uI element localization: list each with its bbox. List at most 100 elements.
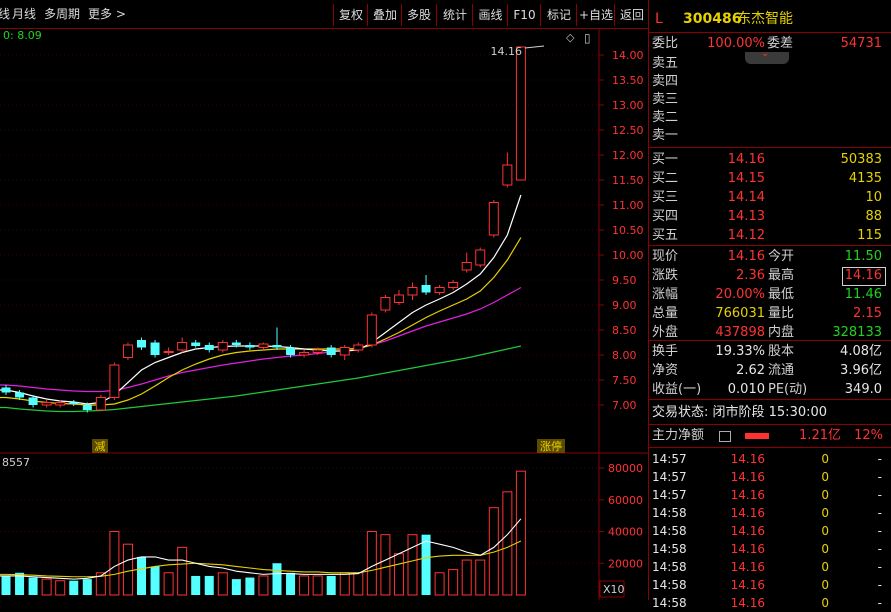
volume-ma-white-line (0, 518, 522, 580)
weibi-label: 委比 (652, 36, 679, 51)
volume-unit-box (599, 580, 625, 598)
buy-row: 买二 14.15 4135 (649, 170, 891, 188)
tick-volume: 0 (821, 596, 829, 610)
buy-label: 买二 (652, 171, 679, 186)
quote-row: 外盘 437898 内盘 328133 (649, 324, 891, 342)
candle-body (448, 282, 459, 288)
volume-bar (434, 572, 445, 596)
price-axis-label: 13.00 (612, 99, 644, 112)
quote-label: 现价 (652, 249, 679, 264)
volume-bar (326, 575, 336, 595)
tick-volume: 0 (821, 506, 829, 520)
weicha-value: 54731 (840, 36, 882, 51)
expand-icon[interactable]: ▯ (584, 31, 591, 45)
candle-body (1, 387, 11, 393)
ma-white-line (0, 194, 522, 405)
volume-bar (353, 572, 364, 596)
candle-body (150, 342, 160, 355)
stat-value-2: 3.96亿 (840, 363, 882, 378)
volume-bar (217, 572, 228, 596)
tick-row: 14:57 14.16 0 - (649, 450, 891, 468)
period-monthly-tab[interactable]: 月线 (12, 7, 37, 21)
price-axis-label: 9.00 (612, 299, 637, 312)
candle-body (461, 262, 472, 271)
sell5-label: 卖五 (652, 56, 679, 71)
overlay-button[interactable]: 叠加 (367, 4, 402, 26)
volume-bar (366, 531, 377, 596)
chart-toolbar: 日线 月线 多周期 更多 > 复权 叠加 多股 统计 画线 F10 标记 +自选… (0, 0, 648, 29)
tick-row: 14:58 14.16 0 - (649, 558, 891, 576)
tick-time: 14:58 (652, 560, 687, 574)
tick-price: 14.16 (730, 578, 765, 592)
stat-label: 收益(一) (652, 382, 702, 397)
quote-row: 总量 766031 量比 2.15 (649, 305, 891, 323)
volume-bar (421, 534, 431, 595)
volume-bar (204, 575, 214, 595)
kline-chart-area[interactable]: 14.00 13.50 13.00 12.50 12.00 11.50 11.00 10.50… (0, 29, 648, 600)
tick-price: 14.16 (730, 452, 765, 466)
quote-label: 涨跌 (652, 268, 679, 283)
tick-side: - (877, 506, 882, 520)
candle-body (204, 345, 214, 350)
main-net-label: 主力净额 (652, 428, 705, 443)
candle-body (272, 345, 282, 348)
quote-label: 涨幅 (652, 287, 679, 302)
tick-price: 14.16 (730, 524, 765, 538)
back-button[interactable]: 返回 (614, 4, 649, 26)
volume-bar (245, 577, 255, 595)
adjust-button[interactable]: 复权 (333, 4, 368, 26)
ma-readout: 0: 8.09 (3, 29, 42, 42)
market-icon: L (655, 11, 663, 27)
volume-bar (475, 559, 486, 596)
price-axis-label: 10.00 (612, 249, 644, 262)
multi-period-tab[interactable]: 多周期 (44, 7, 81, 21)
volume-axis-label: 60000 (608, 494, 643, 507)
tick-price: 14.16 (730, 596, 765, 610)
quote-value: 766031 (715, 306, 765, 321)
quote-value: 437898 (715, 325, 765, 340)
tick-time: 14:58 (652, 542, 687, 556)
more-menu[interactable]: 更多 > (88, 7, 126, 21)
f10-button[interactable]: F10 (507, 4, 541, 26)
volume-bar (286, 572, 296, 595)
tick-time: 14:57 (652, 488, 687, 502)
buy-label: 买四 (652, 209, 679, 224)
tick-time: 14:58 (652, 578, 687, 592)
buy-price: 14.12 (727, 228, 765, 243)
buy-row: 买一 14.16 50383 (649, 151, 891, 169)
tick-row: 14:58 14.16 0 - (649, 576, 891, 594)
diamond-icon[interactable]: ◇ (566, 31, 575, 44)
multi-stock-button[interactable]: 多股 (401, 4, 436, 26)
collapse-handle[interactable]: ⌄ (745, 48, 789, 64)
candle-body (245, 345, 255, 348)
candle-body (299, 352, 310, 356)
draw-line-button[interactable]: 画线 (472, 4, 508, 26)
tick-row: 14:57 14.16 0 - (649, 486, 891, 504)
volume-bar (312, 575, 323, 596)
mark-button[interactable]: 标记 (540, 4, 577, 26)
quote-row: 涨幅 20.00% 最低 11.46 (649, 286, 891, 304)
period-daily-tab[interactable]: 日线 (0, 7, 11, 21)
kline-chart[interactable]: 14.00 13.50 13.00 12.50 12.00 11.50 11.00 10.50… (0, 29, 648, 600)
volume-bar (69, 580, 79, 595)
tick-row: 14:58 14.16 0 - (649, 594, 891, 612)
volume-bar (15, 572, 25, 595)
price-axis-label: 11.00 (612, 199, 644, 212)
volume-bar (137, 556, 146, 595)
weibi-value: 100.00% (707, 36, 765, 51)
tick-volume: 0 (821, 560, 829, 574)
chart-icon[interactable] (719, 431, 731, 442)
volume-unit: X10 (603, 583, 625, 596)
volume-bar (461, 559, 472, 596)
quote-label-2: 最高 (768, 268, 795, 283)
statistics-button[interactable]: 统计 (436, 4, 473, 26)
tick-volume: 0 (821, 542, 829, 556)
add-watchlist-button[interactable]: +自选 (576, 4, 615, 26)
tick-row: 14:58 14.16 0 - (649, 504, 891, 522)
tick-price: 14.16 (730, 542, 765, 556)
volume-bar (272, 563, 282, 595)
stat-row: 净资 2.62 流通 3.96亿 (649, 362, 891, 380)
quote-row: 现价 14.16 今开 11.50 (649, 248, 891, 266)
sell2-label: 卖二 (652, 110, 679, 125)
volume-bar (339, 572, 350, 596)
